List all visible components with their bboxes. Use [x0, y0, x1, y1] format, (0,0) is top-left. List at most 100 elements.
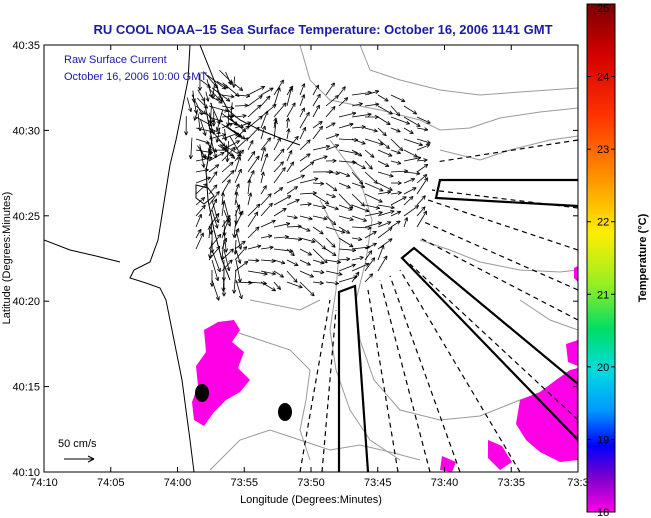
transect-box [434, 178, 578, 208]
current-vector [234, 261, 249, 272]
current-vector [325, 94, 339, 107]
current-vector [229, 102, 234, 119]
current-vector [351, 125, 366, 130]
colorbar-tick-label: 24 [597, 72, 609, 84]
current-vector [211, 279, 220, 301]
plot-background [44, 45, 578, 472]
current-vector [351, 204, 370, 213]
current-vector [193, 110, 198, 121]
current-vector [286, 85, 294, 96]
current-vector [299, 237, 316, 244]
transect-line [379, 279, 431, 472]
current-vector [260, 202, 273, 217]
current-vector [351, 225, 372, 231]
current-vector [195, 228, 202, 239]
current-vector [273, 270, 284, 278]
transect-line [389, 275, 461, 472]
current-vector [377, 238, 393, 250]
current-vector [207, 75, 227, 90]
station-marker [195, 384, 209, 402]
current-vector [403, 177, 416, 184]
current-vector [364, 102, 380, 107]
current-vector [299, 153, 311, 162]
current-vector [260, 104, 277, 118]
current-vector [364, 160, 373, 170]
current-vector [247, 151, 256, 162]
current-vector [260, 110, 269, 129]
current-vector [312, 270, 325, 275]
current-vector [247, 104, 262, 118]
current-vector [325, 204, 339, 211]
current-vector [338, 215, 354, 222]
coastline [44, 45, 301, 472]
current-vector [208, 198, 218, 217]
bathymetry-contour [319, 199, 401, 461]
current-vector [220, 192, 226, 206]
current-vector [390, 105, 401, 117]
current-vector [273, 234, 289, 240]
transect-line [399, 269, 521, 472]
current-vector [200, 119, 207, 136]
current-vector [325, 215, 337, 226]
current-vector [273, 87, 281, 107]
current-vector [195, 168, 209, 173]
current-vector [208, 144, 213, 156]
current-vector [273, 222, 291, 228]
current-vector [223, 128, 228, 141]
current-vector [325, 182, 338, 192]
bathymetry-contours [209, 45, 578, 471]
current-vector [416, 206, 426, 217]
current-vector [390, 116, 410, 125]
current-vector [364, 171, 378, 184]
current-vector [221, 123, 241, 137]
bathymetry-contour [359, 45, 578, 96]
current-vector [299, 161, 315, 173]
current-vector [247, 192, 253, 206]
y-tick-label: 40:15 [12, 382, 40, 394]
current-vector [286, 248, 295, 257]
current-vector [377, 204, 395, 210]
current-vector [312, 280, 324, 285]
bathymetry-contour [419, 239, 578, 273]
current-vector [223, 209, 231, 227]
current-vector [351, 138, 366, 145]
current-vector [235, 249, 242, 264]
current-vector [234, 156, 242, 173]
current-vector [299, 281, 315, 297]
current-vector [312, 121, 323, 129]
current-vector [390, 94, 406, 103]
coastline-segment [195, 184, 215, 205]
current-vector [299, 94, 306, 107]
current-vector [223, 229, 229, 253]
current-vector [338, 86, 346, 96]
current-vector [208, 245, 221, 261]
current-label: Raw Surface Current [64, 54, 167, 66]
current-vector [247, 85, 266, 96]
current-vector [221, 279, 227, 297]
current-vector [364, 193, 383, 203]
current-vector [235, 229, 243, 250]
current-vector [377, 171, 394, 178]
current-vector [299, 107, 305, 118]
transect-line [299, 299, 331, 472]
current-vector [208, 239, 213, 259]
x-tick-label: 73:50 [297, 477, 325, 489]
current-vector [377, 116, 391, 126]
current-vector [197, 113, 202, 132]
current-vector [247, 179, 252, 195]
current-vector [232, 219, 237, 238]
current-vector [203, 71, 219, 89]
current-vector [403, 195, 414, 206]
current-vector [377, 182, 393, 191]
current-vector [377, 209, 395, 217]
current-vector [403, 149, 418, 158]
current-vector [260, 258, 276, 264]
sst-patch [516, 368, 578, 462]
current-vector [299, 202, 312, 207]
current-vector [260, 95, 271, 107]
current-vector [377, 149, 393, 157]
current-vector [195, 176, 211, 184]
current-vector [225, 141, 230, 163]
current-vector [416, 138, 431, 145]
current-vector [299, 111, 310, 129]
